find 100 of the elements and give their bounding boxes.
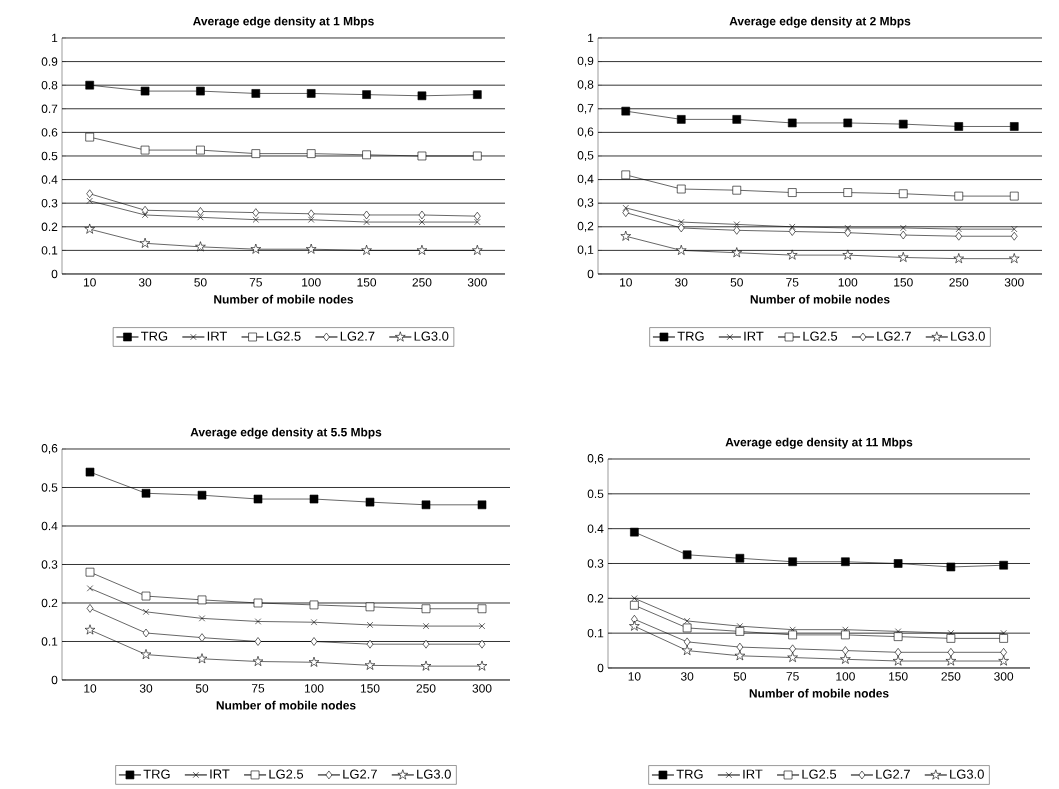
point — [420, 660, 432, 671]
point — [195, 241, 206, 252]
point — [787, 118, 797, 128]
point — [476, 660, 488, 671]
y-tick-label: 0,3 — [577, 198, 594, 209]
legend-label: LG2.7 — [340, 331, 375, 341]
point — [474, 211, 481, 221]
x-tick-label: 100 — [302, 278, 321, 287]
point — [310, 619, 318, 626]
y-tick-label: 0.4 — [41, 175, 58, 184]
point — [678, 218, 685, 226]
legend-label: IRT — [744, 331, 764, 341]
point — [787, 188, 797, 197]
x-tick-label: 75 — [786, 278, 799, 287]
point — [422, 622, 430, 630]
point — [252, 656, 264, 667]
chart-title: Average edge density at 1 Mbps — [193, 16, 374, 28]
legend-label: LG3.0 — [951, 331, 985, 341]
x-axis-title: Number of mobile nodes — [214, 294, 354, 304]
point — [140, 86, 150, 96]
x-tick-label: 150 — [889, 672, 908, 681]
x-tick-label: 10 — [83, 278, 96, 287]
point — [309, 600, 319, 610]
y-tick-label: 0,5 — [577, 151, 594, 161]
x-tick-label: 250 — [412, 278, 432, 287]
x-tick-label: 75 — [786, 672, 799, 681]
x-tick-label: 30 — [139, 684, 153, 693]
point — [631, 595, 638, 602]
legend-label: IRT — [743, 769, 763, 779]
y-tick-label: 0.9 — [41, 57, 58, 66]
point — [844, 224, 851, 232]
point — [309, 494, 319, 504]
x-tick-label: 10 — [620, 278, 632, 287]
point — [787, 652, 798, 663]
point — [196, 653, 208, 664]
point — [894, 648, 902, 657]
point — [142, 608, 150, 615]
x-tick-label: 50 — [195, 684, 209, 693]
point — [140, 145, 150, 155]
y-tick-label: 0,2 — [577, 221, 594, 232]
y-tick-label: 1 — [588, 33, 594, 43]
y-tick-label: 0.8 — [41, 80, 58, 90]
legend-label: LG2.5 — [803, 331, 838, 341]
y-tick-label: 1 — [52, 33, 58, 43]
point — [474, 218, 481, 226]
point — [253, 494, 263, 504]
point — [362, 90, 371, 99]
point — [417, 91, 427, 101]
point — [1009, 191, 1019, 201]
point — [365, 497, 375, 507]
point — [893, 559, 903, 568]
x-tick-label: 50 — [730, 278, 743, 287]
x-tick-label: 150 — [894, 278, 913, 287]
point — [362, 150, 371, 160]
y-tick-label: 0 — [587, 269, 594, 279]
point — [139, 237, 151, 248]
point — [254, 618, 262, 625]
y-tick-label: 0,6 — [587, 454, 604, 464]
point — [252, 208, 260, 217]
point — [844, 228, 852, 237]
x-tick-label: 100 — [838, 278, 858, 287]
point — [899, 230, 907, 240]
y-tick-label: 0,1 — [577, 245, 594, 256]
point — [954, 191, 964, 201]
point — [954, 122, 964, 131]
y-tick-label: 0.2 — [41, 598, 58, 608]
point — [788, 630, 797, 640]
y-tick-label: 0,6 — [577, 127, 594, 138]
legend-label: IRT — [207, 331, 227, 341]
point — [306, 89, 316, 98]
point — [421, 500, 431, 510]
y-tick-label: 0,6 — [41, 444, 58, 454]
point — [310, 637, 318, 646]
point — [732, 115, 742, 124]
x-tick-label: 150 — [357, 278, 377, 287]
x-tick-label: 300 — [472, 684, 492, 693]
point — [473, 90, 482, 99]
point — [900, 224, 907, 232]
point — [197, 207, 204, 216]
x-tick-label: 75 — [251, 684, 265, 693]
point — [733, 226, 741, 235]
point — [252, 216, 259, 223]
point — [898, 251, 909, 262]
y-tick-label: 0.4 — [587, 524, 604, 533]
point — [84, 624, 96, 635]
x-tick-label: 300 — [1004, 278, 1024, 287]
y-tick-label: 0.6 — [41, 128, 58, 137]
x-axis-title: Number of mobile nodes — [750, 294, 890, 304]
point — [789, 223, 796, 230]
point — [85, 132, 94, 142]
point — [421, 604, 431, 614]
point — [682, 623, 692, 633]
x-tick-label: 30 — [675, 278, 688, 287]
y-tick-label: 0.2 — [41, 222, 58, 232]
y-tick-label: 0.1 — [587, 628, 604, 638]
point — [621, 106, 631, 116]
point — [196, 86, 205, 96]
y-tick-label: 0.1 — [41, 246, 58, 255]
y-tick-label: 0.1 — [41, 637, 58, 646]
point — [251, 149, 261, 158]
